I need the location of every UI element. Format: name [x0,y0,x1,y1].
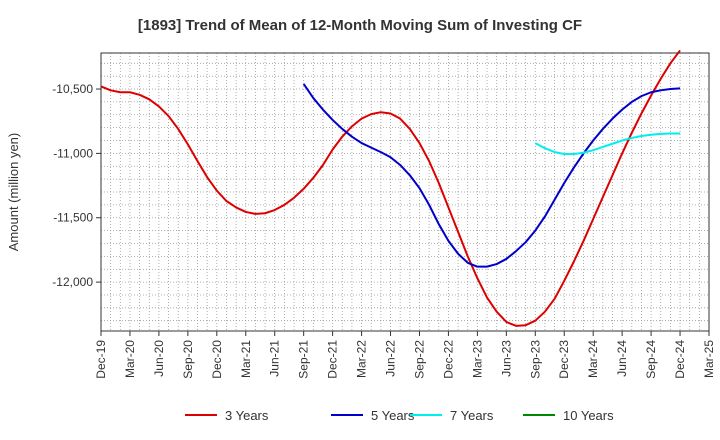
x-tick-label: Dec-24 [673,340,687,379]
x-tick-label: Mar-22 [355,340,369,378]
y-tick-label: -11,000 [53,146,93,160]
y-tick-label: -12,000 [52,275,93,289]
plot-area: -10,500 -11,000 -11,500 -12,000 Dec-19 Mar-20… [52,49,716,379]
series-line-7-years [534,132,681,156]
series-line-3-years [100,49,681,327]
plot-border [100,52,710,332]
x-tick-label: Sep-22 [412,340,426,379]
x-tick-label: Mar-24 [586,340,600,378]
x-tick-label: Jun-21 [268,340,282,377]
x-tick-label: Jun-23 [499,340,513,377]
x-tick-label: Jun-20 [152,340,166,377]
legend-label: 10 Years [563,408,614,423]
x-tick-label: Sep-23 [528,340,542,379]
x-tick-label: Jun-24 [615,340,629,377]
legend-label: 3 Years [225,408,269,423]
x-tick-label: Sep-20 [181,340,195,379]
x-tick-label: Jun-22 [384,340,398,377]
legend-label: 7 Years [450,408,494,423]
x-tick-label: Dec-21 [326,340,340,379]
x-tick-label: Sep-24 [644,340,658,379]
legend-label: 5 Years [371,408,415,423]
x-tick-label: Dec-19 [94,340,108,379]
x-tick-label: Mar-21 [239,340,253,378]
x-tick-label: Sep-21 [297,340,311,379]
legend: 3 Years 5 Years 7 Years 10 Years [185,408,614,423]
y-tick-label: -11,500 [53,211,93,225]
x-tick-label: Dec-20 [210,340,224,379]
x-tick-label: Dec-22 [441,340,455,379]
y-tick-label: -10,500 [52,82,93,96]
x-tick-label: Dec-23 [557,340,571,379]
chart-title: [1893] Trend of Mean of 12-Month Moving … [138,17,582,34]
x-tick-label: Mar-20 [123,340,137,378]
series-line-5-years [302,83,681,268]
x-tick-label: Mar-25 [702,340,716,378]
y-axis-label: Amount (million yen) [6,133,21,252]
x-tick-label: Mar-23 [470,340,484,378]
